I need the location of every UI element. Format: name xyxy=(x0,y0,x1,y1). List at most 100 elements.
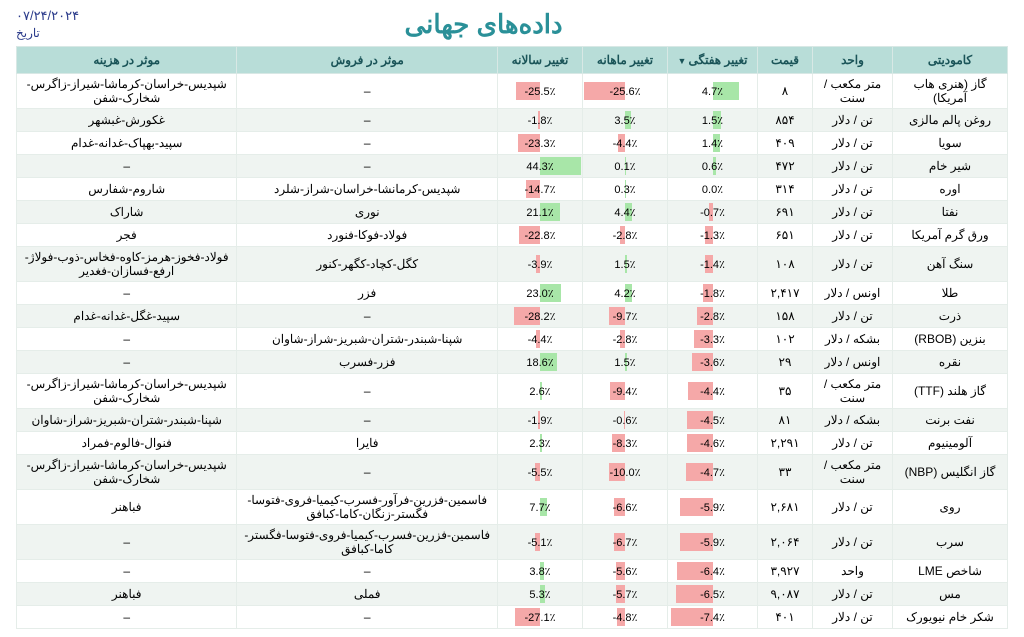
change-value: 1.5٪ xyxy=(614,356,635,369)
sales-effect-cell: نوری xyxy=(237,201,498,224)
price-cell: ۳,۹۲۷ xyxy=(758,560,813,583)
change-cell: 4.7٪ xyxy=(668,74,758,109)
table-row: ذرتتن / دلار۱۵۸-2.8٪-9.7٪-28.2٪–سپید-غگل… xyxy=(17,305,1008,328)
change-cell: -3.9٪ xyxy=(498,247,583,282)
change-value: 4.4٪ xyxy=(614,206,635,219)
sales-effect-cell: – xyxy=(237,455,498,490)
header-row: کامودیتی واحد قیمت تغییر هفتگی▼ تغییر ما… xyxy=(17,47,1008,74)
change-value: -25.5٪ xyxy=(525,85,556,98)
cost-effect-cell: – xyxy=(17,351,237,374)
change-value: -3.3٪ xyxy=(700,333,725,346)
change-value: -2.8٪ xyxy=(613,333,638,346)
change-value: -5.7٪ xyxy=(613,588,638,601)
unit-cell: تن / دلار xyxy=(813,583,893,606)
change-value: -4.5٪ xyxy=(700,414,725,427)
change-value: -4.4٪ xyxy=(528,333,553,346)
sales-effect-cell: – xyxy=(237,606,498,629)
table-row: گاز هلند (TTF)متر مکعب / سنت۳۵-4.4٪-9.4٪… xyxy=(17,374,1008,409)
table-row: نفتاتن / دلار۶۹۱-0.7٪4.4٪21.1٪نوریشاراک xyxy=(17,201,1008,224)
sales-effect-cell: فملی xyxy=(237,583,498,606)
change-cell: 5.3٪ xyxy=(498,583,583,606)
table-row: ورق گرم آمریکاتن / دلار۶۵۱-1.3٪-2.8٪-22.… xyxy=(17,224,1008,247)
change-cell: -10.0٪ xyxy=(583,455,668,490)
table-row: مستن / دلار۹,۰۸۷-6.5٪-5.7٪5.3٪فملیفباهنر xyxy=(17,583,1008,606)
price-cell: ۴۰۱ xyxy=(758,606,813,629)
change-value: -2.8٪ xyxy=(700,310,725,323)
change-cell: -9.7٪ xyxy=(583,305,668,328)
change-cell: 1.5٪ xyxy=(668,109,758,132)
col-yearly-change[interactable]: تغییر سالانه xyxy=(498,47,583,74)
change-cell: -28.2٪ xyxy=(498,305,583,328)
sales-effect-cell: – xyxy=(237,155,498,178)
sales-effect-cell: – xyxy=(237,109,498,132)
col-cost-effect[interactable]: موثر در هزینه xyxy=(17,47,237,74)
change-value: 21.1٪ xyxy=(526,206,553,219)
commodity-cell: روی xyxy=(893,490,1008,525)
col-sales-effect[interactable]: موثر در فروش xyxy=(237,47,498,74)
change-cell: -2.8٪ xyxy=(583,328,668,351)
cost-effect-cell: شپدیس-خراسان-کرماشا-شیراز-زاگرس-شخارک-شف… xyxy=(17,74,237,109)
change-cell: -7.4٪ xyxy=(668,606,758,629)
table-row: طلااونس / دلار۲,۴۱۷-1.8٪4.2٪23.0٪فزر– xyxy=(17,282,1008,305)
commodity-cell: اوره xyxy=(893,178,1008,201)
cost-effect-cell: فجر xyxy=(17,224,237,247)
table-row: سویاتن / دلار۴۰۹1.4٪-4.4٪-23.3٪–سپید-بهپ… xyxy=(17,132,1008,155)
change-cell: -1.9٪ xyxy=(498,409,583,432)
commodity-cell: سنگ آهن xyxy=(893,247,1008,282)
change-cell: 1.5٪ xyxy=(583,247,668,282)
change-value: 0.6٪ xyxy=(702,160,723,173)
change-value: -1.4٪ xyxy=(700,258,725,271)
change-value: -4.4٪ xyxy=(700,385,725,398)
unit-cell: تن / دلار xyxy=(813,224,893,247)
change-value: -4.7٪ xyxy=(700,466,725,479)
change-value: 7.7٪ xyxy=(529,501,550,514)
sort-arrow-icon: ▼ xyxy=(678,56,687,66)
price-cell: ۶۵۱ xyxy=(758,224,813,247)
change-cell: -25.6٪ xyxy=(583,74,668,109)
change-value: -7.4٪ xyxy=(700,611,725,624)
commodity-cell: شکر خام نیویورک xyxy=(893,606,1008,629)
change-value: -0.7٪ xyxy=(700,206,725,219)
table-row: آلومینیومتن / دلار۲,۲۹۱-4.6٪-8.3٪2.3٪فای… xyxy=(17,432,1008,455)
change-value: -23.3٪ xyxy=(525,137,556,150)
change-cell: -4.7٪ xyxy=(668,455,758,490)
change-cell: -6.5٪ xyxy=(668,583,758,606)
change-cell: -9.4٪ xyxy=(583,374,668,409)
commodity-cell: ورق گرم آمریکا xyxy=(893,224,1008,247)
unit-cell: واحد xyxy=(813,560,893,583)
price-cell: ۱۰۸ xyxy=(758,247,813,282)
change-value: 3.5٪ xyxy=(614,114,635,127)
change-cell: 23.0٪ xyxy=(498,282,583,305)
change-cell: -1.4٪ xyxy=(668,247,758,282)
change-cell: -5.1٪ xyxy=(498,525,583,560)
sales-effect-cell: کگل-کچاد-کگهر-کنور xyxy=(237,247,498,282)
unit-cell: تن / دلار xyxy=(813,525,893,560)
table-row: سربتن / دلار۲,۰۶۴-5.9٪-6.7٪-5.1٪فاسمین-ف… xyxy=(17,525,1008,560)
col-commodity[interactable]: کامودیتی xyxy=(893,47,1008,74)
col-unit[interactable]: واحد xyxy=(813,47,893,74)
cost-effect-cell: – xyxy=(17,525,237,560)
change-value: -4.4٪ xyxy=(613,137,638,150)
col-weekly-change[interactable]: تغییر هفتگی▼ xyxy=(668,47,758,74)
cost-effect-cell: شپدیس-خراسان-کرماشا-شیراز-زاگرس-شخارک-شف… xyxy=(17,374,237,409)
change-value: -3.6٪ xyxy=(700,356,725,369)
cost-effect-cell: شپدیس-خراسان-کرماشا-شیراز-زاگرس-شخارک-شف… xyxy=(17,455,237,490)
change-cell: -5.5٪ xyxy=(498,455,583,490)
table-row: روغن پالم مالزیتن / دلار۸۵۴1.5٪3.5٪-1.8٪… xyxy=(17,109,1008,132)
col-monthly-change[interactable]: تغییر ماهانه xyxy=(583,47,668,74)
change-value: -6.7٪ xyxy=(613,536,638,549)
change-value: -5.9٪ xyxy=(700,536,725,549)
unit-cell: تن / دلار xyxy=(813,155,893,178)
change-cell: 3.8٪ xyxy=(498,560,583,583)
change-cell: -6.4٪ xyxy=(668,560,758,583)
col-price[interactable]: قیمت xyxy=(758,47,813,74)
unit-cell: تن / دلار xyxy=(813,305,893,328)
unit-cell: بشکه / دلار xyxy=(813,328,893,351)
change-value: -5.6٪ xyxy=(613,565,638,578)
change-value: -1.8٪ xyxy=(700,287,725,300)
unit-cell: متر مکعب / سنت xyxy=(813,455,893,490)
unit-cell: بشکه / دلار xyxy=(813,409,893,432)
change-cell: 0.3٪ xyxy=(583,178,668,201)
commodity-cell: گاز هلند (TTF) xyxy=(893,374,1008,409)
price-cell: ۲,۲۹۱ xyxy=(758,432,813,455)
